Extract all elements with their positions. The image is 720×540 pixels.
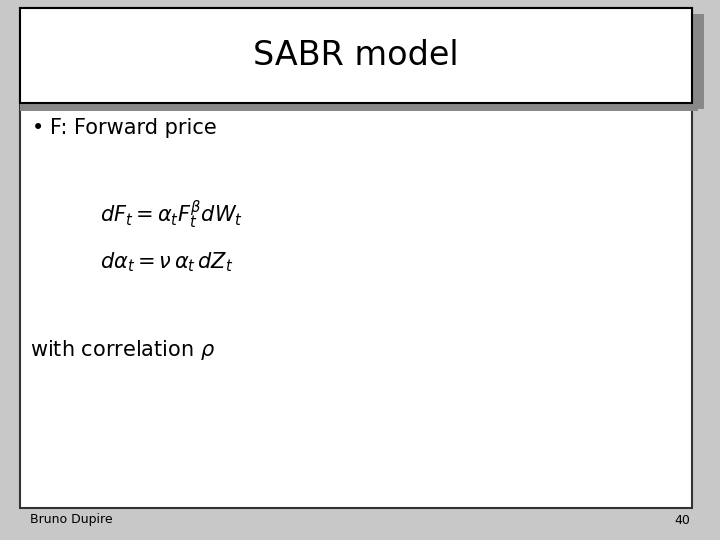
Text: with correlation $\rho$: with correlation $\rho$ [30,338,215,362]
Text: F: Forward price: F: Forward price [50,118,217,138]
Text: $d\alpha_t = \nu\, \alpha_t\, dZ_t$: $d\alpha_t = \nu\, \alpha_t\, dZ_t$ [100,250,233,274]
Bar [20,8,692,103]
Text: 40: 40 [674,514,690,526]
Bar [26,14,704,109]
Text: $dF_t = \alpha_t F_t^{\beta} dW_t$: $dF_t = \alpha_t F_t^{\beta} dW_t$ [100,199,243,231]
Text: •: • [32,118,44,138]
Text: SABR model: SABR model [253,39,459,72]
Bar [20,103,698,111]
Text: Bruno Dupire: Bruno Dupire [30,514,112,526]
